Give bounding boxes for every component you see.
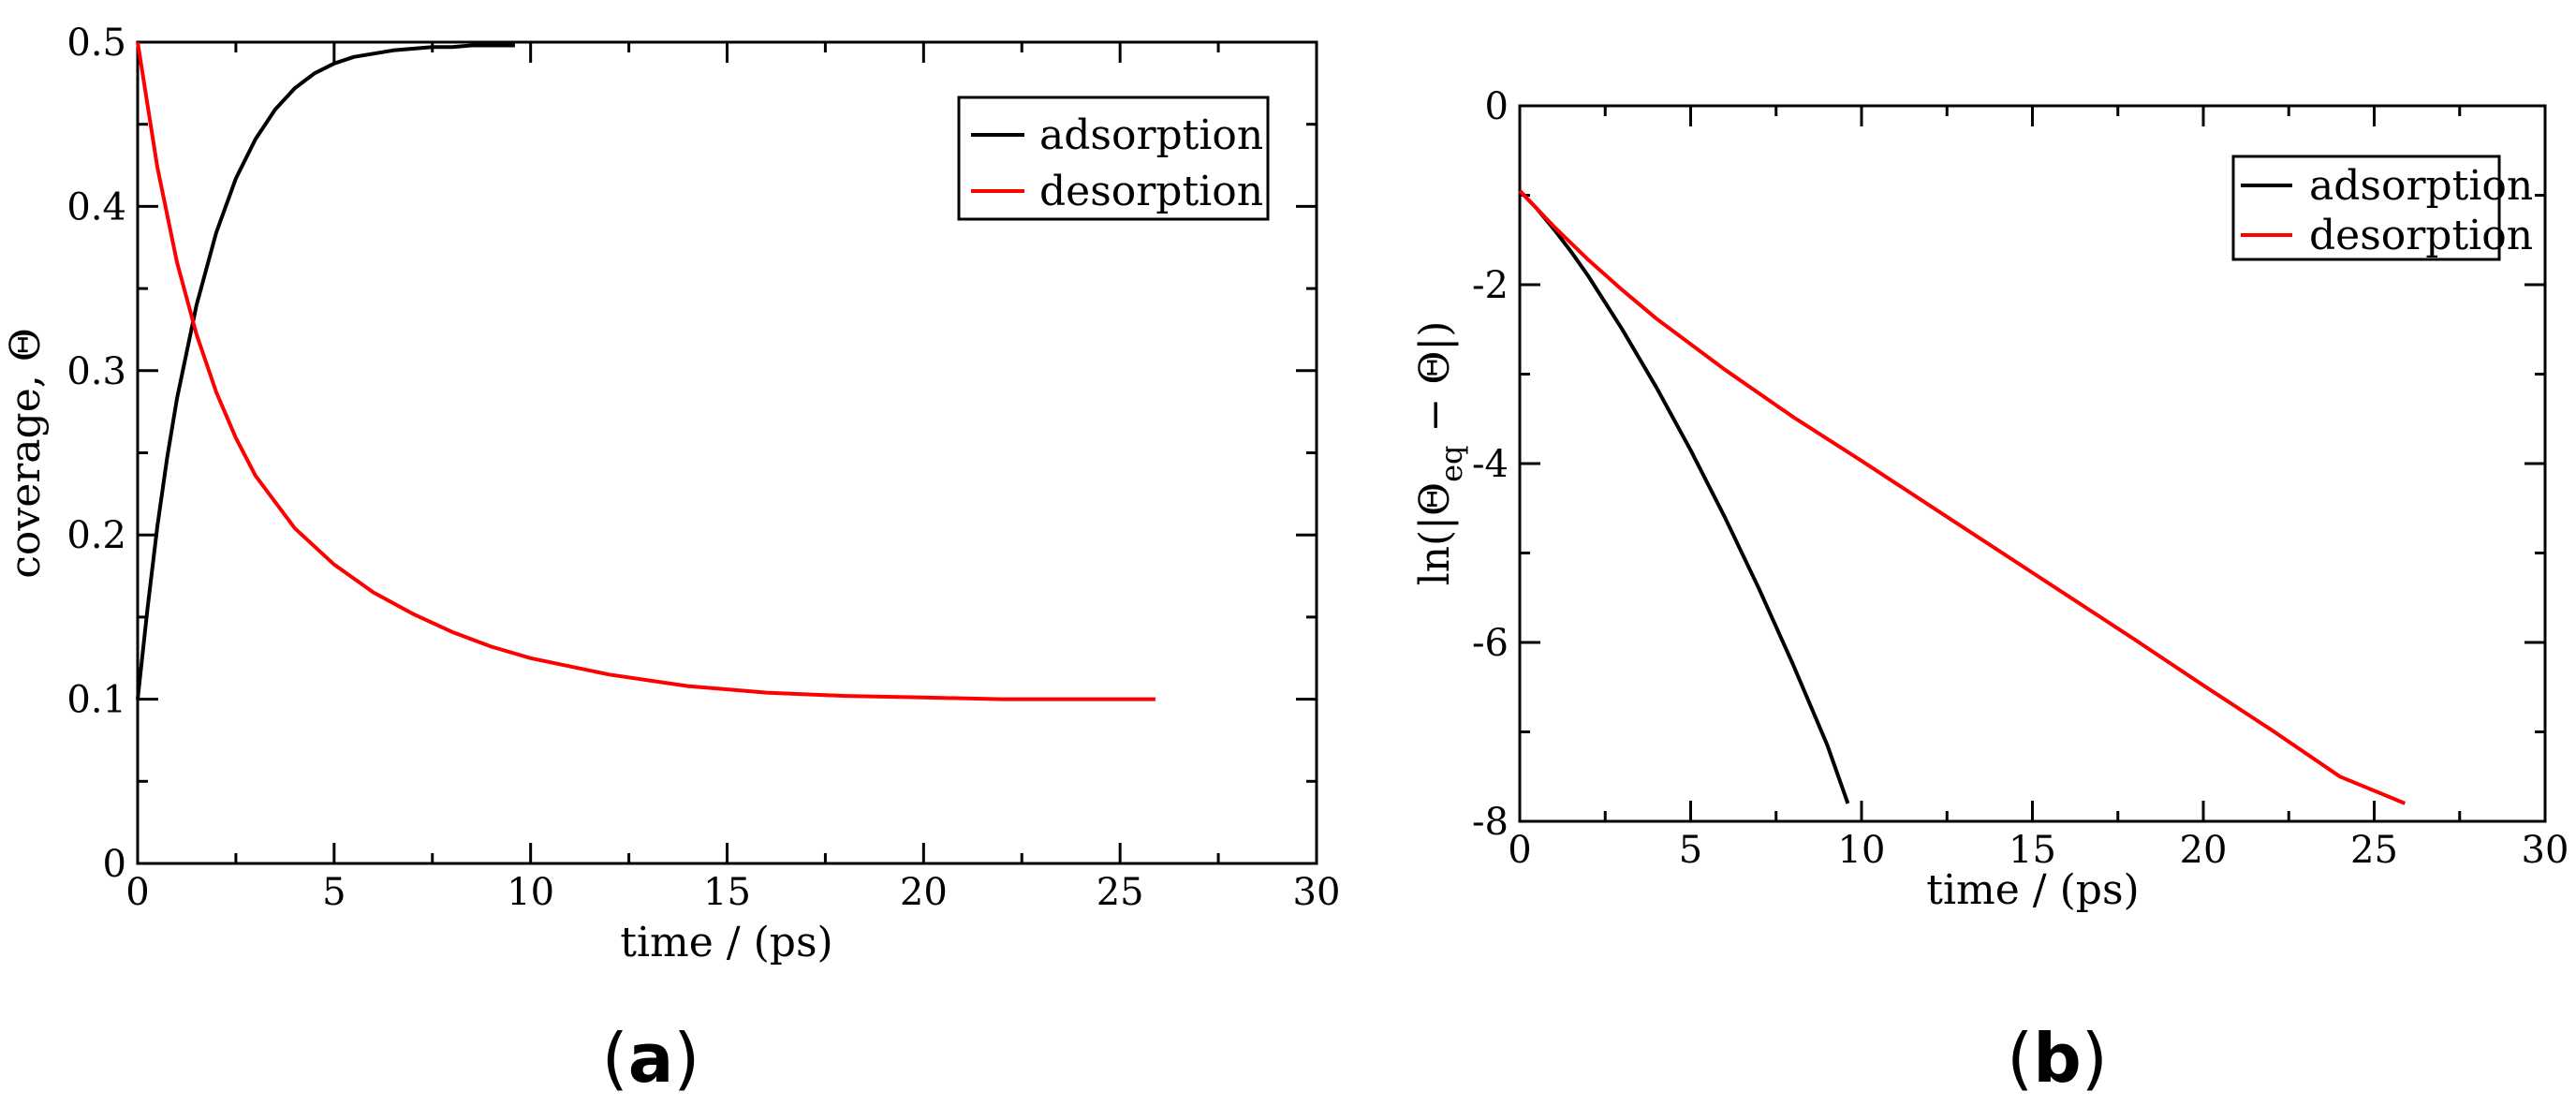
panel-a-xtick-label: 10 (507, 871, 554, 914)
panel-a-legend: adsorption desorption (957, 96, 1270, 221)
panel-a-series-adsorption (136, 43, 515, 700)
panel-a-legend-label-desorption: desorption (1039, 168, 1263, 215)
panel-a-xtick-label: 15 (703, 871, 751, 914)
panel-a-ytick-label: 0.1 (66, 679, 126, 722)
panel-a-xtick-label: 30 (1293, 871, 1341, 914)
panel-b-xtick-label: 10 (1838, 829, 1886, 872)
panel-a-xtick-label: 5 (322, 871, 346, 914)
panel-a-ytick-label: 0.4 (66, 185, 126, 229)
panel-b-xtick-label: 15 (2009, 829, 2056, 872)
panel-a-xtick-label: 0 (125, 871, 149, 914)
panel-b-xtick-label: 25 (2350, 829, 2398, 872)
panel-a-ytick-label: 0.5 (66, 22, 126, 65)
panel-b-xtick-label: 5 (1679, 829, 1702, 872)
panel-b-ytick-label: -2 (1472, 264, 1509, 307)
panel-a-chart: 0 5 10 15 20 25 30 0 0.1 0.2 0.3 0.4 0.5 time / (ps) c… (2, 22, 1340, 1098)
panel-b-series-adsorption (1518, 189, 1850, 804)
panel-a-legend-box (957, 96, 1270, 221)
panel-a-ytick-label: 0.3 (66, 350, 126, 393)
panel-b-ytick-label: -8 (1472, 801, 1509, 844)
panel-b-legend-label-desorption: desorption (2309, 212, 2533, 259)
panel-a-legend-label-adsorption: adsorption (1039, 111, 1263, 159)
panel-a-xtick-label: 25 (1097, 871, 1144, 914)
panel-a-ytick-label: 0.2 (66, 514, 126, 557)
panel-a-series-desorption (136, 41, 1156, 701)
panel-b-label: (b) (2007, 1019, 2108, 1098)
panel-b-x-axis-title: time / (ps) (1926, 866, 2139, 914)
panel-b-ytick-label: 0 (1485, 85, 1509, 128)
panel-b-legend-label-adsorption: adsorption (2309, 162, 2533, 210)
panel-a-x-axis-title: time / (ps) (620, 919, 832, 966)
panel-a-y-axis-title: coverage, Θ (2, 328, 50, 579)
panel-b-ytick-label: -4 (1472, 443, 1509, 486)
panel-b-xtick-label: 20 (2180, 829, 2228, 872)
panel-b-xtick-label: 30 (2522, 829, 2569, 872)
panel-a-ytick-label: 0 (103, 843, 126, 886)
panel-b-series-desorption (1518, 189, 2407, 805)
panel-b-chart: 0 5 10 15 20 25 30 -8 -6 -4 -2 0 time / (ps) ln(|Θeq … (1411, 85, 2569, 1098)
panel-b-xtick-label: 0 (1508, 829, 1531, 872)
panel-b-ytick-label: -6 (1472, 622, 1509, 665)
panel-a-label: (a) (602, 1019, 700, 1098)
panel-b-y-axis-title: ln(|Θeq − Θ|) (1411, 321, 1469, 586)
panel-b-legend-box (2231, 155, 2501, 261)
panel-a-xtick-label: 20 (900, 871, 948, 914)
